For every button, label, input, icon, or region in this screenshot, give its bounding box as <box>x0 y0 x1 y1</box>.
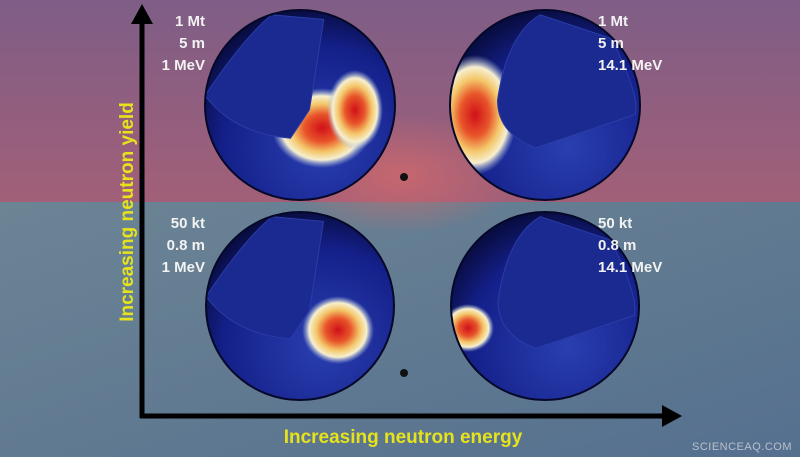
dot <box>400 173 408 181</box>
panel-label: 14.1 MeV <box>598 57 662 74</box>
cutaway-face <box>496 14 637 149</box>
watermark: SCIENCEAQ.COM <box>692 441 792 453</box>
cutaway-face <box>206 216 325 340</box>
panel-label: 1 Mt <box>598 13 628 30</box>
cutaway-face <box>497 216 636 349</box>
panel-label: 5 m <box>598 35 624 52</box>
sphere-rim <box>449 9 641 201</box>
x-arrow <box>662 405 682 427</box>
cutaway-face <box>205 14 325 139</box>
sphere-interior <box>205 14 383 168</box>
panel-label: 0.8 m <box>598 237 636 254</box>
panel-label: 1 MeV <box>162 259 205 276</box>
panel-label: 1 MeV <box>162 57 205 74</box>
panel-label: 1 Mt <box>175 13 205 30</box>
y-axis-label: Increasing neutron yield <box>117 102 138 322</box>
panel-label: 14.1 MeV <box>598 259 662 276</box>
sphere-rim <box>450 211 640 401</box>
panel: 1 Mt 5 m 1 MeV <box>162 9 396 201</box>
dot <box>400 369 408 377</box>
panel: 50 kt 0.8 m 14.1 MeV <box>450 211 662 401</box>
x-axis-label: Increasing neutron energy <box>284 427 523 448</box>
hot-spot <box>327 70 383 150</box>
panel-label: 5 m <box>179 35 205 52</box>
panel-label: 0.8 m <box>167 237 205 254</box>
panel-label: 50 kt <box>171 215 205 232</box>
axes <box>131 4 682 427</box>
sphere-rim <box>204 9 396 201</box>
y-arrow <box>131 4 153 24</box>
sphere-interior <box>206 216 374 364</box>
panel: 50 kt 0.8 m 1 MeV <box>162 211 395 401</box>
sphere-rim <box>205 211 395 401</box>
hot-spot <box>302 296 374 364</box>
panel-label: 50 kt <box>598 215 632 232</box>
